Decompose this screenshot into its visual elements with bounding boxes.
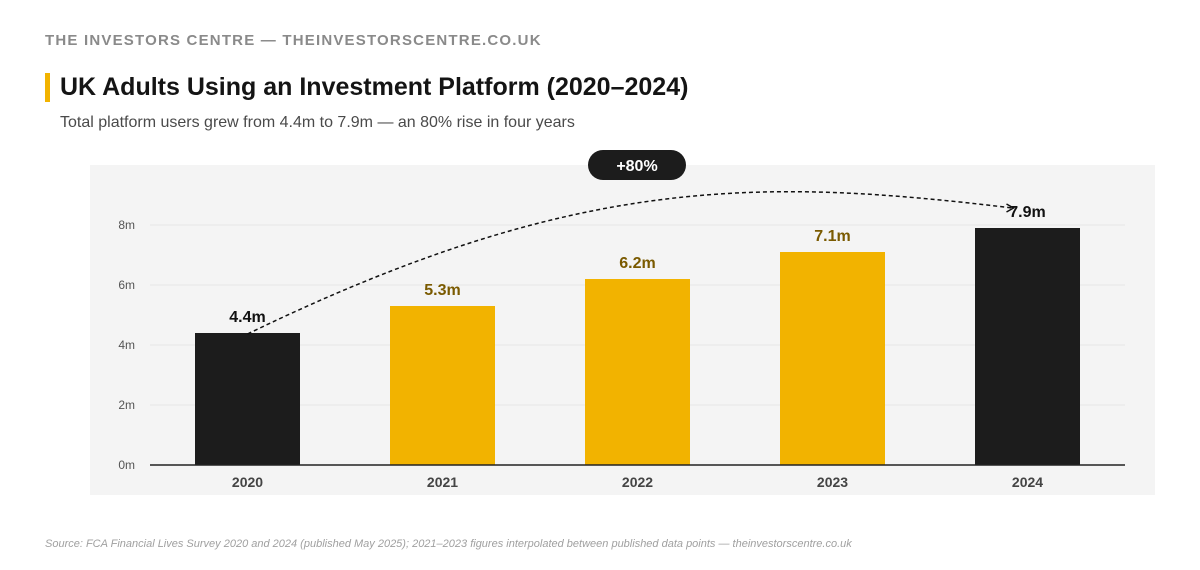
y-tick-label: 4m <box>118 338 135 352</box>
data-label: 4.4m <box>229 309 265 326</box>
brand-line: THE INVESTORS CENTRE — THEINVESTORSCENTR… <box>45 32 542 49</box>
y-tick-label: 6m <box>118 278 135 292</box>
data-label: 7.9m <box>1009 204 1045 221</box>
source-note: Source: FCA Financial Lives Survey 2020 … <box>45 538 852 550</box>
title-block: UK Adults Using an Investment Platform (… <box>45 73 688 102</box>
bar <box>780 252 885 465</box>
y-tick-label: 8m <box>118 218 135 232</box>
bar <box>390 306 495 465</box>
x-tick-label: 2021 <box>427 474 458 490</box>
x-tick-label: 2024 <box>1012 474 1043 490</box>
bar <box>195 333 300 465</box>
growth-badge <box>588 150 686 180</box>
x-tick-label: 2022 <box>622 474 653 490</box>
data-label: 5.3m <box>424 282 460 299</box>
y-tick-label: 0m <box>118 458 135 472</box>
x-tick-label: 2023 <box>817 474 848 490</box>
chart-title: UK Adults Using an Investment Platform (… <box>60 73 689 101</box>
title-accent-bar <box>45 73 50 102</box>
bar <box>975 228 1080 465</box>
y-tick-label: 2m <box>118 398 135 412</box>
bar <box>585 279 690 465</box>
data-label: 7.1m <box>814 228 850 245</box>
data-label: 6.2m <box>619 255 655 272</box>
growth-arc <box>247 190 1013 335</box>
x-tick-label: 2020 <box>232 474 263 490</box>
growth-arc-arrowhead <box>1006 203 1016 213</box>
chart-subtitle: Total platform users grew from 4.4m to 7… <box>60 114 575 131</box>
growth-badge-label: +80% <box>616 158 657 175</box>
